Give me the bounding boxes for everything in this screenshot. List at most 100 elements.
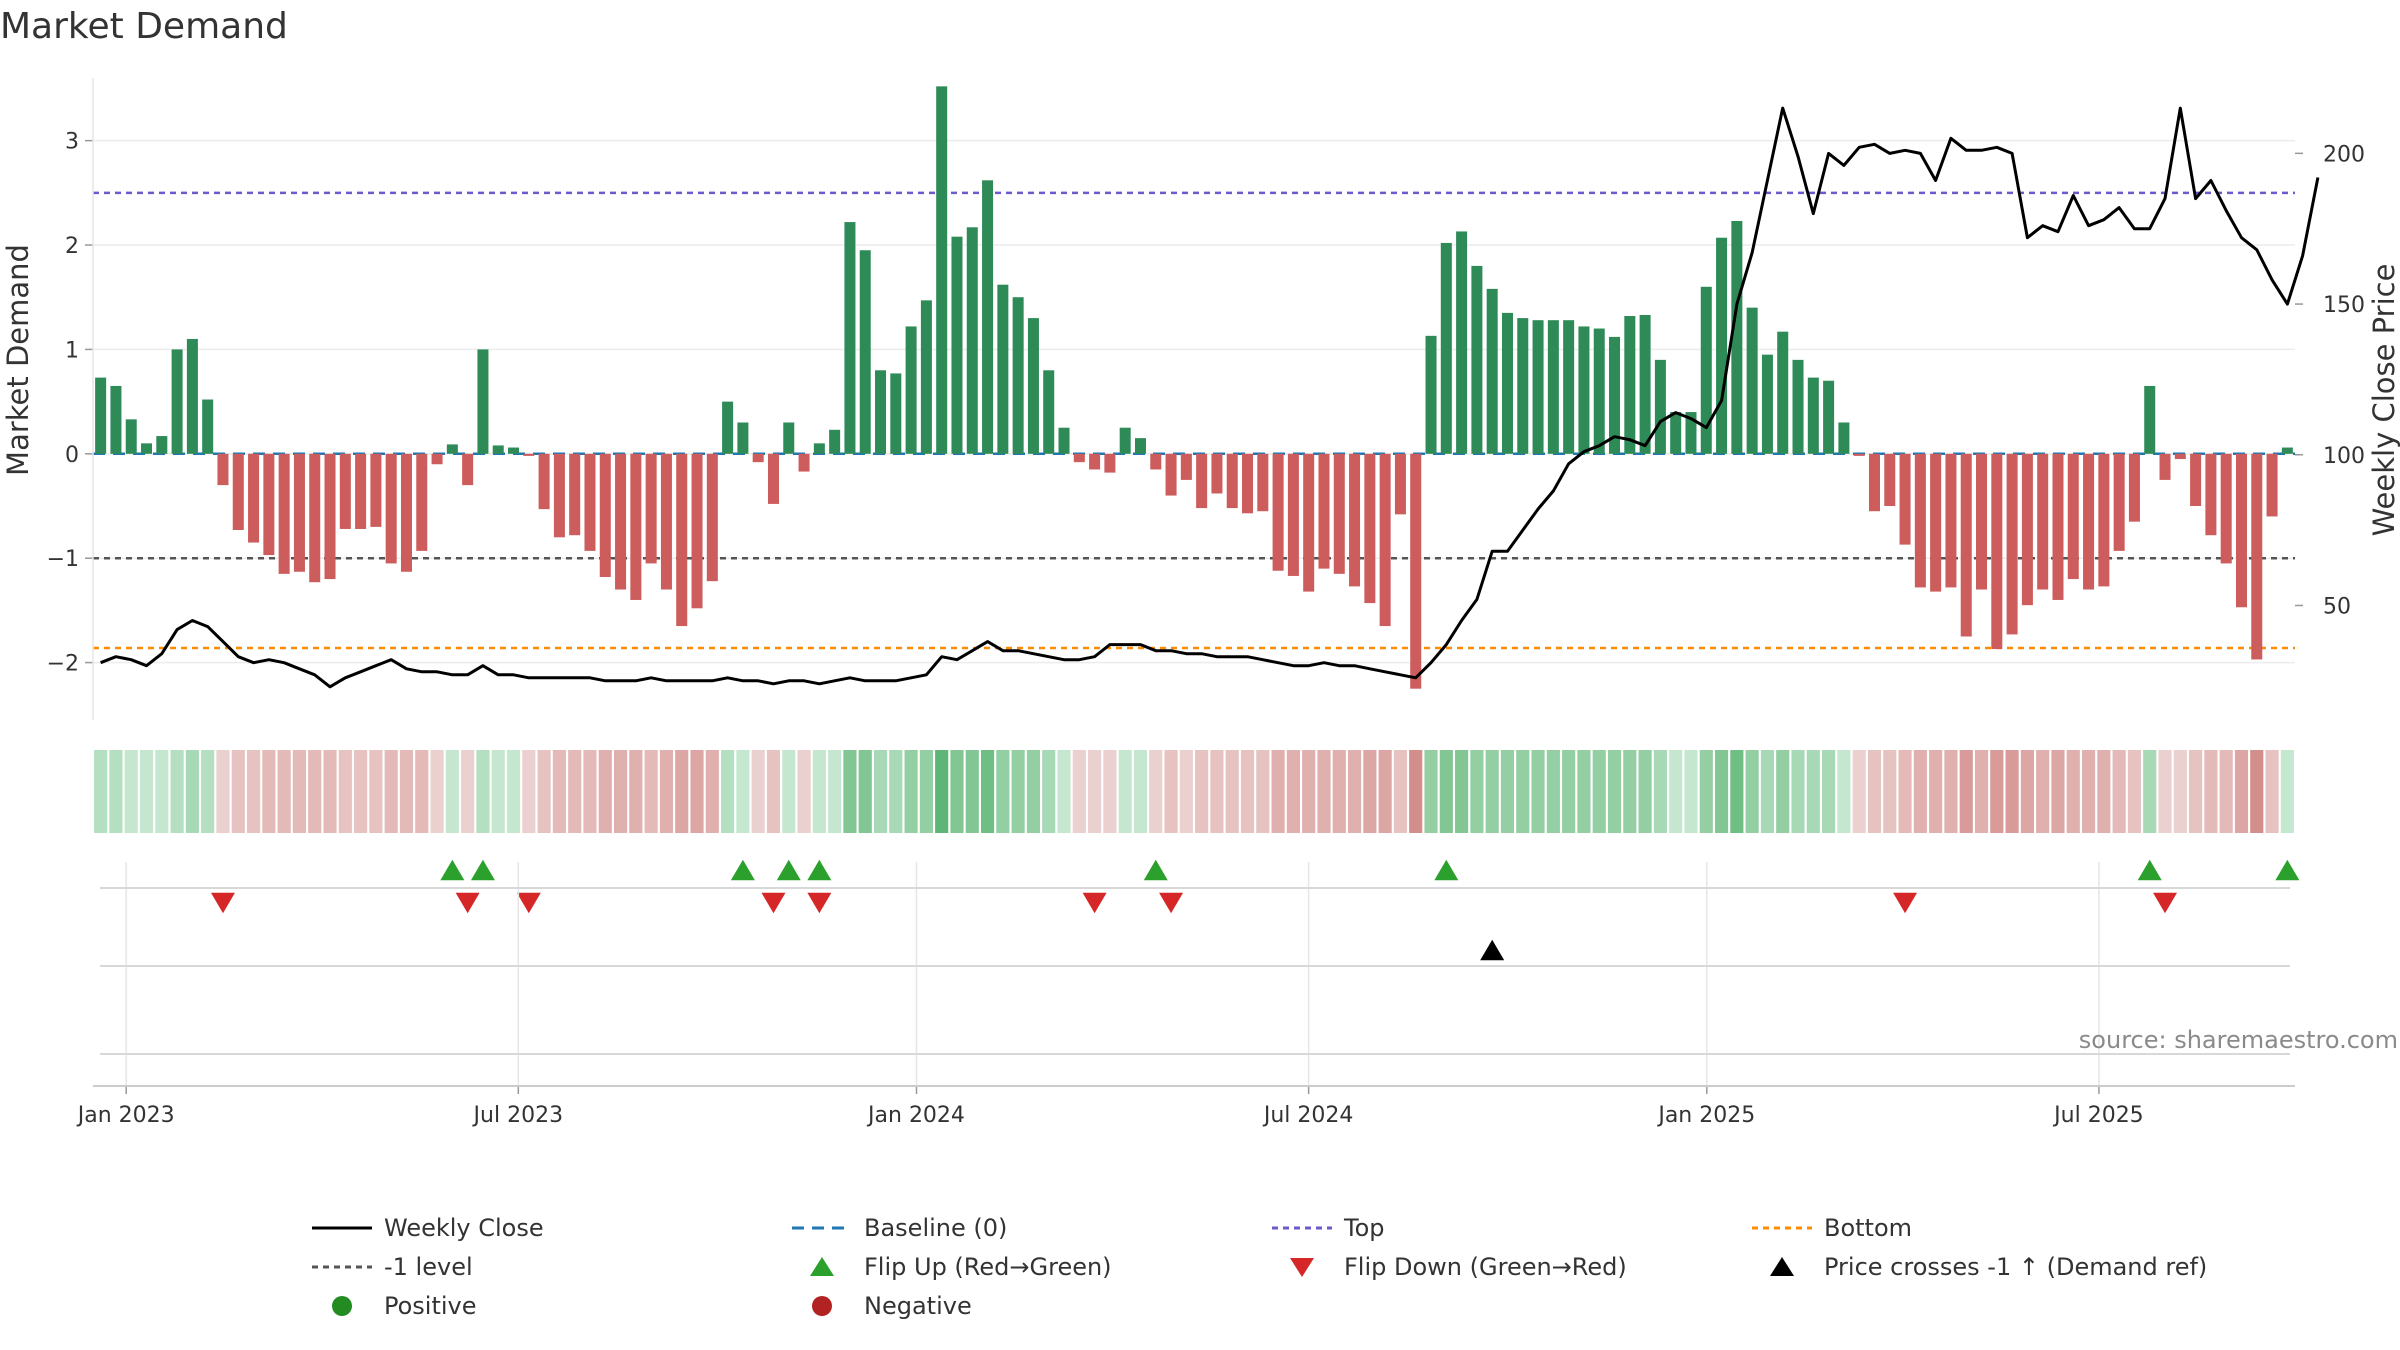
negative-bar (645, 453, 657, 564)
y-axis-label: Market Demand (1, 244, 35, 476)
heat-tile (1347, 750, 1362, 833)
negative-bar (1257, 453, 1269, 512)
heat-tile (812, 750, 826, 833)
heat-tile (889, 750, 903, 833)
heat-tile (1271, 750, 1285, 833)
negative-bar (1165, 453, 1177, 496)
positive-bar (1119, 427, 1131, 454)
heat-tile (797, 750, 811, 833)
positive-bar (492, 445, 504, 454)
negative-bar (355, 453, 367, 529)
y2-tick-label: 100 (2323, 444, 2365, 469)
positive-bar (477, 349, 489, 454)
negative-bar (660, 453, 672, 590)
heat-tile (1195, 750, 1209, 833)
heat-tile (139, 750, 154, 833)
y2-tick-label: 150 (2323, 293, 2365, 318)
positive-bar (737, 422, 749, 454)
positive-bar (1547, 320, 1559, 454)
heat-tile (1852, 750, 1866, 833)
heat-tile (568, 750, 582, 833)
heat-tile (1439, 750, 1453, 833)
negative-bar (1991, 453, 2003, 650)
negative-bar (400, 453, 412, 572)
negative-bar (1272, 453, 1284, 571)
heat-tile (170, 750, 184, 833)
positive-bar (1012, 297, 1024, 454)
heat-tile (354, 750, 368, 833)
positive-bar (722, 401, 734, 454)
negative-bar (1868, 453, 1880, 512)
negative-bar (1073, 453, 1085, 463)
heat-tile (262, 750, 276, 833)
heat-tile (155, 750, 169, 833)
heat-tile (1500, 750, 1515, 833)
negative-bar (263, 453, 275, 556)
negative-bar (630, 453, 642, 600)
negative-bar (293, 453, 305, 572)
negative-bar (2083, 453, 2095, 590)
negative-bar (569, 453, 581, 536)
positive-bar (1731, 221, 1743, 454)
flip-up-marker (470, 859, 495, 881)
x-axis: Jan 2023 Jul 2023 Jan 2024 Jul 2024 Jan 2025… (76, 862, 2295, 1128)
negative-bar (691, 453, 703, 609)
negative-bar (1349, 453, 1361, 587)
negative-bar (1242, 453, 1254, 514)
negative-bar (2235, 453, 2247, 608)
heat-tile (690, 750, 704, 833)
negative-bar (462, 453, 474, 486)
heat-tile (1332, 750, 1346, 833)
flip-up-marker (807, 859, 832, 881)
positive-bar (951, 236, 963, 454)
negative-bar (1226, 453, 1238, 509)
heat-tile (1485, 750, 1499, 833)
legend-bottom-label: Bottom (1824, 1214, 1912, 1242)
legend-flip-down-swatch (1290, 1258, 1314, 1277)
chart-title: Market Demand (0, 6, 288, 47)
flip-up-marker (776, 859, 801, 881)
negative-bar (2266, 453, 2278, 517)
heat-tile (2250, 750, 2264, 833)
positive-bar (1593, 328, 1605, 454)
positive-bar (1716, 237, 1728, 454)
heat-tile (1470, 750, 1484, 833)
flip-up-marker (2275, 859, 2300, 881)
positive-bar (1501, 312, 1513, 454)
heat-tile (1669, 750, 1683, 833)
heat-tile (766, 750, 781, 833)
heat-tile (1088, 750, 1102, 833)
negative-bar (324, 453, 336, 580)
x-tick-label: Jan 2024 (866, 1103, 965, 1128)
negative-bar (2251, 453, 2263, 660)
axes: −2 −1 0 1 2 3 50 100 150 200 (47, 78, 2365, 720)
heat-tile (1898, 750, 1912, 833)
heat-tile (1684, 750, 1698, 833)
flip-down-marker (1159, 892, 1184, 914)
negative-bar (217, 453, 229, 486)
heat-tile (445, 750, 459, 833)
flip-up-marker (2137, 859, 2162, 881)
negative-bar (2205, 453, 2217, 536)
negative-bar (676, 453, 688, 627)
x-tick-label: Jul 2024 (1262, 1103, 1354, 1128)
heat-tile (308, 750, 322, 833)
heat-tile (950, 750, 964, 833)
heat-tile (552, 750, 566, 833)
heat-tile (598, 750, 612, 833)
legend-negative-swatch (812, 1296, 832, 1316)
flip-down-marker (210, 892, 235, 914)
positive-bar (1838, 422, 1850, 454)
heat-tile (1776, 750, 1790, 833)
heat-tile (1164, 750, 1178, 833)
heat-tile (675, 750, 689, 833)
negative-bar (2006, 453, 2018, 635)
negative-bar (798, 453, 810, 472)
heat-tile (873, 750, 888, 833)
flip-up-marker (1434, 859, 1459, 881)
heat-tile (996, 750, 1010, 833)
heat-tile (338, 750, 352, 833)
negative-bar (416, 453, 428, 551)
flip-down-marker (1893, 892, 1918, 914)
